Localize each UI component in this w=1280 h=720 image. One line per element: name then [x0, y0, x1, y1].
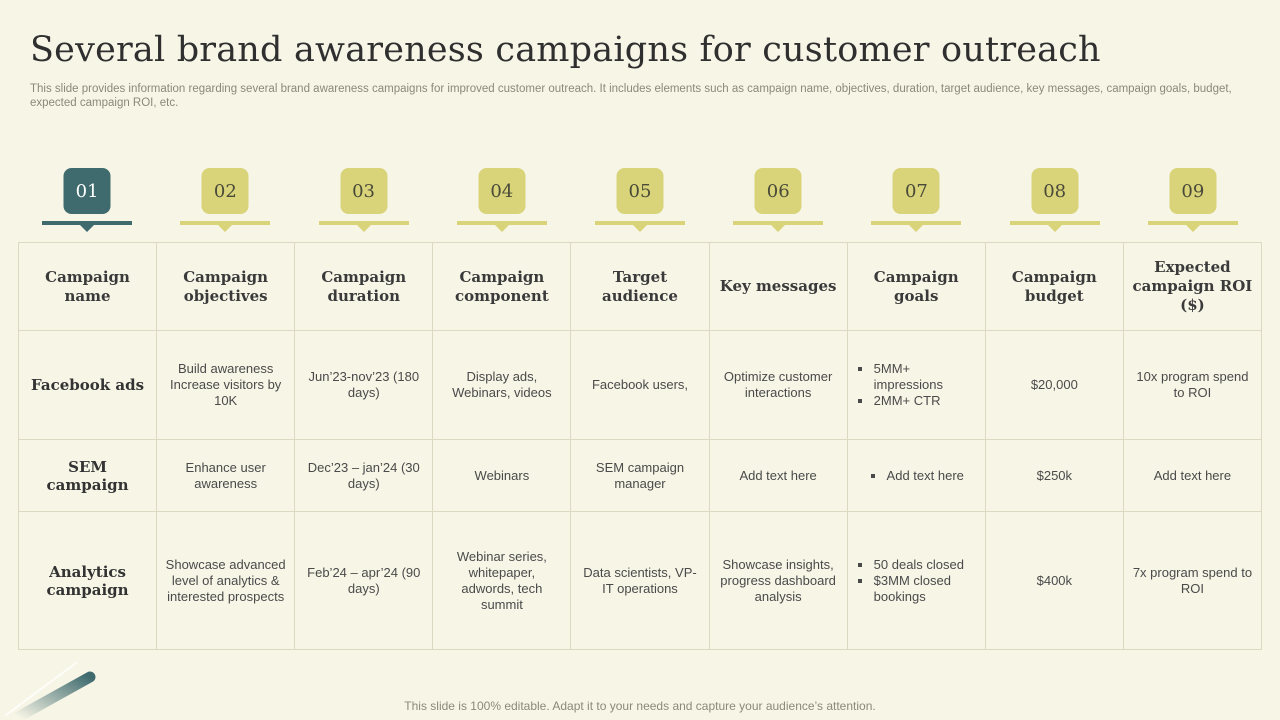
- cell-component: Webinar series, whitepaper, adwords, tec…: [432, 511, 572, 650]
- cell-budget: $20,000: [984, 330, 1124, 440]
- cell-component: Display ads, Webinars, videos: [432, 330, 572, 440]
- header-campaign-duration: Campaign duration: [294, 242, 434, 331]
- step-badge: 03: [340, 168, 388, 214]
- table-row: Facebook ads Build awareness Increase vi…: [17, 330, 1263, 440]
- cell-audience: Facebook users,: [570, 330, 710, 440]
- header-campaign-goals: Campaign goals: [846, 242, 986, 331]
- page-title: Several brand awareness campaigns for cu…: [30, 30, 1101, 70]
- page-subtitle: This slide provides information regardin…: [30, 83, 1232, 109]
- cell-messages: Showcase insights, progress dashboard an…: [708, 511, 848, 650]
- cell-objectives: Showcase advanced level of analytics & i…: [156, 511, 296, 650]
- step-bar: [594, 221, 685, 225]
- step-pointer-icon: [1047, 225, 1062, 232]
- goal-item: 2MM+ CTR: [856, 393, 977, 409]
- header-campaign-objectives: Campaign objectives: [156, 242, 296, 331]
- step-pointer-icon: [909, 225, 924, 232]
- table-header-row: Campaign name Campaign objectives Campai…: [17, 242, 1263, 331]
- cell-name: Analytics campaign: [17, 511, 158, 650]
- step-bar: [1147, 221, 1238, 225]
- cell-name: SEM campaign: [17, 439, 158, 512]
- step-bar: [42, 221, 133, 225]
- step-bar: [180, 221, 271, 225]
- header-key-messages: Key messages: [708, 242, 848, 331]
- goals-list: 5MM+ impressions 2MM+ CTR: [856, 361, 977, 409]
- step-bar: [456, 221, 547, 225]
- cell-duration: Jun’23-nov’23 (180 days): [294, 330, 434, 440]
- table-row: SEM campaign Enhance user awareness Dec’…: [17, 439, 1263, 512]
- step-pointer-icon: [494, 225, 509, 232]
- step-badge: 08: [1031, 168, 1079, 214]
- step-pointer-icon: [218, 225, 233, 232]
- step-2: 02: [156, 168, 294, 232]
- step-8: 08: [986, 168, 1124, 232]
- header-campaign-budget: Campaign budget: [984, 242, 1124, 331]
- cell-objectives: Enhance user awareness: [156, 439, 296, 512]
- goal-item: Add text here: [869, 468, 964, 484]
- step-badge: 05: [616, 168, 664, 214]
- goal-item: $3MM closed bookings: [856, 573, 977, 605]
- decorative-stroke-icon: [5, 662, 96, 720]
- cell-duration: Feb’24 – apr’24 (90 days): [294, 511, 434, 650]
- step-badge: 06: [754, 168, 802, 214]
- step-badge: 02: [201, 168, 249, 214]
- cell-goals: 5MM+ impressions 2MM+ CTR: [846, 330, 986, 440]
- step-6: 06: [709, 168, 847, 232]
- footer-note: This slide is 100% editable. Adapt it to…: [404, 699, 876, 713]
- cell-duration: Dec’23 – jan’24 (30 days): [294, 439, 434, 512]
- step-9: 09: [1124, 168, 1262, 232]
- cell-name: Facebook ads: [17, 330, 158, 440]
- cell-budget: $250k: [984, 439, 1124, 512]
- step-3: 03: [294, 168, 432, 232]
- step-pointer-icon: [80, 225, 95, 232]
- cell-audience: Data scientists, VP-IT operations: [570, 511, 710, 650]
- cell-messages: Optimize customer interactions: [708, 330, 848, 440]
- goal-item: 50 deals closed: [856, 557, 977, 573]
- goal-item: 5MM+ impressions: [856, 361, 977, 393]
- step-bar: [318, 221, 409, 225]
- cell-goals: 50 deals closed $3MM closed bookings: [846, 511, 986, 650]
- cell-audience: SEM campaign manager: [570, 439, 710, 512]
- step-4: 04: [433, 168, 571, 232]
- header-campaign-name: Campaign name: [17, 242, 158, 331]
- step-badges: 01 02 03 04 05 06 07 08 09: [18, 168, 1262, 232]
- step-badge: 09: [1169, 168, 1217, 214]
- cell-objectives: Build awareness Increase visitors by 10K: [156, 330, 296, 440]
- step-5: 05: [571, 168, 709, 232]
- step-7: 07: [847, 168, 985, 232]
- step-pointer-icon: [771, 225, 786, 232]
- cell-roi: Add text here: [1122, 439, 1263, 512]
- step-pointer-icon: [1185, 225, 1200, 232]
- step-bar: [733, 221, 824, 225]
- cell-goals: Add text here: [846, 439, 986, 512]
- cell-budget: $400k: [984, 511, 1124, 650]
- cell-roi: 7x program spend to ROI: [1122, 511, 1263, 650]
- cell-component: Webinars: [432, 439, 572, 512]
- campaigns-table: Campaign name Campaign objectives Campai…: [17, 242, 1263, 650]
- goals-list: 50 deals closed $3MM closed bookings: [856, 557, 977, 605]
- step-pointer-icon: [632, 225, 647, 232]
- step-bar: [1009, 221, 1100, 225]
- header-target-audience: Target audience: [570, 242, 710, 331]
- header-expected-roi: Expected campaign ROI ($): [1122, 242, 1263, 331]
- step-pointer-icon: [356, 225, 371, 232]
- table-row: Analytics campaign Showcase advanced lev…: [17, 511, 1263, 650]
- step-bar: [871, 221, 962, 225]
- step-badge: 01: [63, 168, 111, 214]
- step-badge: 04: [478, 168, 526, 214]
- step-badge: 07: [892, 168, 940, 214]
- goals-list: Add text here: [869, 468, 964, 484]
- cell-messages: Add text here: [708, 439, 848, 512]
- step-1: 01: [18, 168, 156, 232]
- header-campaign-component: Campaign component: [432, 242, 572, 331]
- cell-roi: 10x program spend to ROI: [1122, 330, 1263, 440]
